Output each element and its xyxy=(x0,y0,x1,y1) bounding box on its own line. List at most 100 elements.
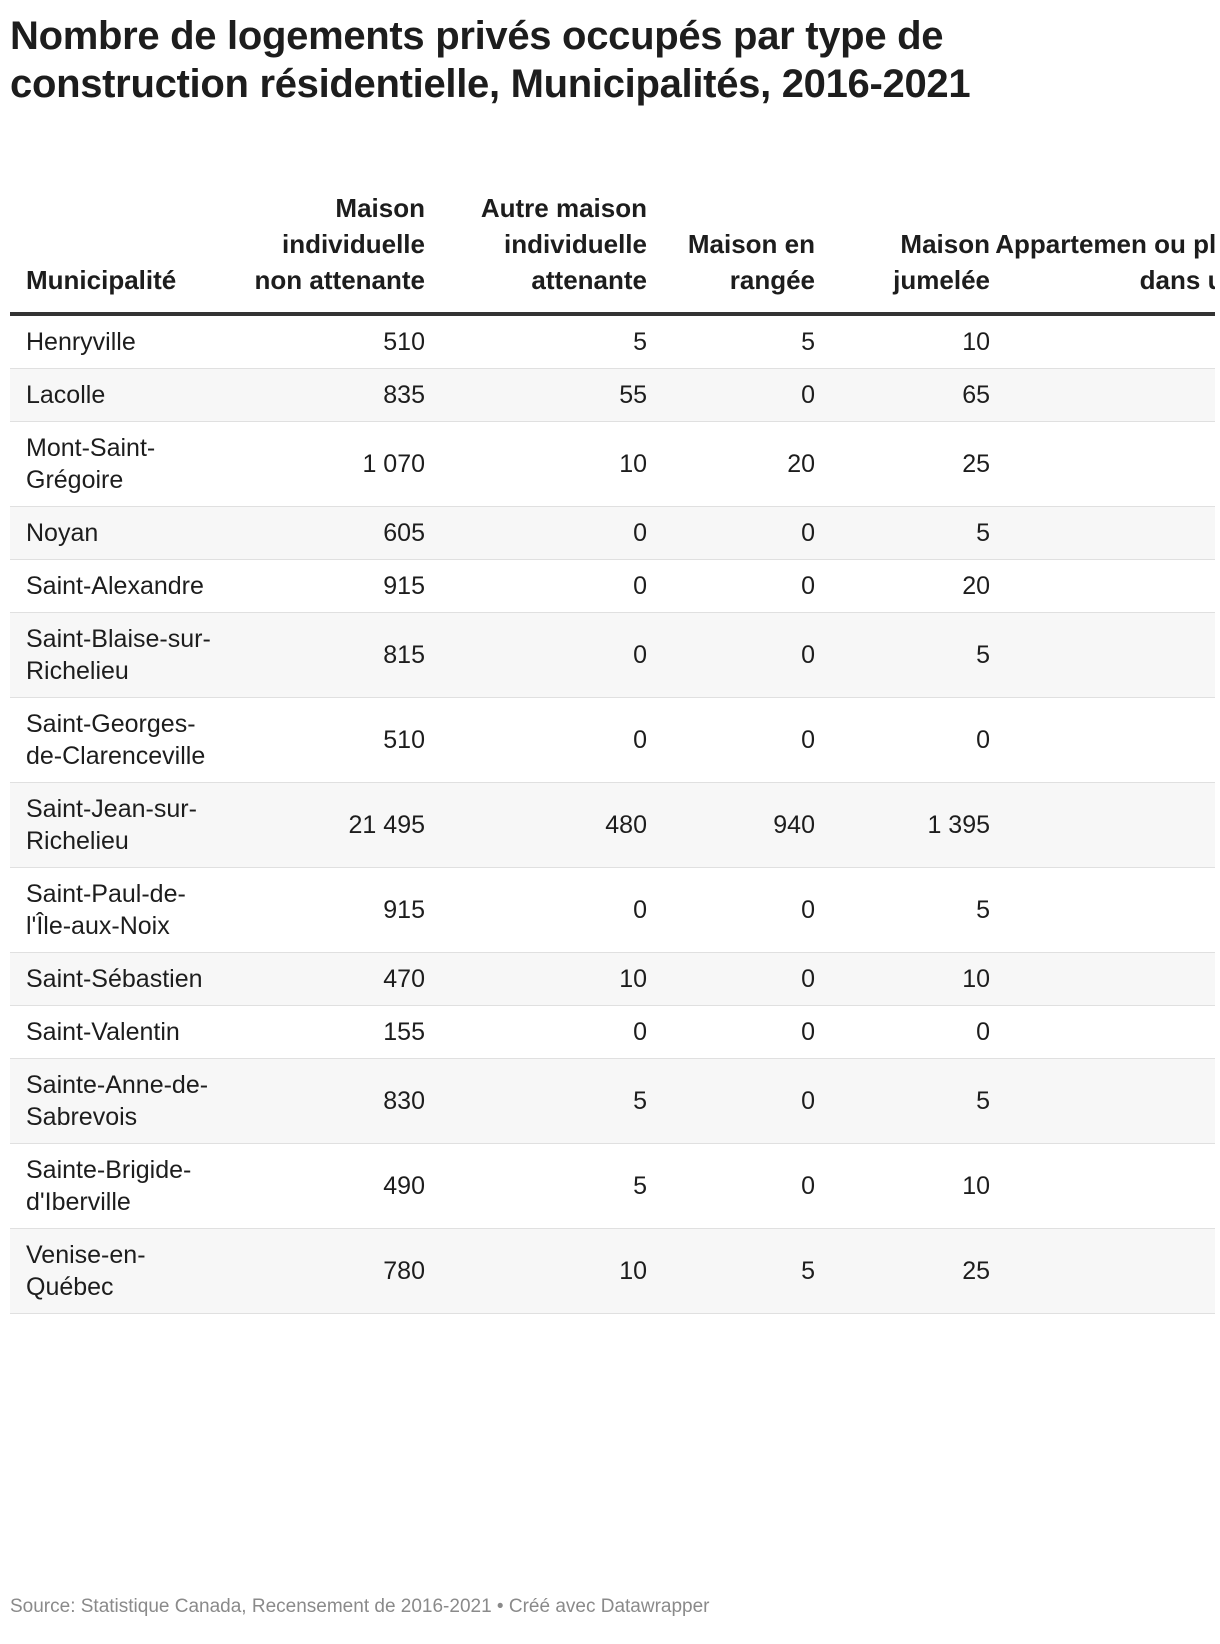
value-cell: 65 xyxy=(815,368,990,422)
value-cell: 1 xyxy=(990,1143,1215,1229)
municipality-cell: Saint-Jean-sur-Richelieu xyxy=(10,782,240,868)
table-row: Saint-Georges-de-Clarenceville5100001 xyxy=(10,697,1215,783)
value-cell: 5 xyxy=(815,867,990,953)
value-cell: 1 96 xyxy=(990,782,1215,868)
value-cell: 1 070 xyxy=(240,421,425,507)
value-cell: 0 xyxy=(425,697,647,783)
value-cell: 10 xyxy=(425,952,647,1006)
municipality-cell: Mont-Saint-Grégoire xyxy=(10,421,240,507)
value-cell: 480 xyxy=(425,782,647,868)
value-cell: 940 xyxy=(647,782,815,868)
value-cell: 0 xyxy=(647,952,815,1006)
table-row: Saint-Blaise-sur-Richelieu8150051 xyxy=(10,612,1215,698)
value-cell: 0 xyxy=(647,1143,815,1229)
data-table: Municipalité Maison individuelle non atte… xyxy=(10,190,1215,1314)
value-cell: 5 xyxy=(647,1228,815,1314)
value-cell: 25 xyxy=(815,1228,990,1314)
value-cell xyxy=(990,1228,1215,1314)
value-cell: 10 xyxy=(425,421,647,507)
value-cell xyxy=(990,506,1215,560)
table-row: Sainte-Brigide-d'Iberville49050101 xyxy=(10,1143,1215,1229)
column-header: Autre maison individuelle attenante xyxy=(425,190,647,316)
value-cell: 0 xyxy=(425,559,647,613)
value-cell: 470 xyxy=(240,952,425,1006)
value-cell: 0 xyxy=(647,368,815,422)
header-row: Municipalité Maison individuelle non atte… xyxy=(10,190,1215,316)
value-cell: 5 xyxy=(815,506,990,560)
value-cell: 20 xyxy=(647,421,815,507)
table-row: Saint-Alexandre91500202 xyxy=(10,559,1215,613)
value-cell: 10 xyxy=(425,1228,647,1314)
table-viewport: Municipalité Maison individuelle non atte… xyxy=(10,190,1215,1314)
column-header: Municipalité xyxy=(10,190,240,316)
municipality-cell: Venise-en-Québec xyxy=(10,1228,240,1314)
value-cell: 5 xyxy=(647,314,815,369)
municipality-cell: Saint-Blaise-sur-Richelieu xyxy=(10,612,240,698)
table-row: Saint-Jean-sur-Richelieu 21 495 480 940 1 39… xyxy=(10,782,1215,868)
value-cell: 815 xyxy=(240,612,425,698)
municipality-cell: Saint-Sébastien xyxy=(10,952,240,1006)
value-cell: 780 xyxy=(240,1228,425,1314)
source-note: Source: Statistique Canada, Recensement … xyxy=(10,1596,710,1617)
column-header: Maison jumelée xyxy=(815,190,990,316)
table-body: Henryville51055102Lacolle835550658Mont-S… xyxy=(10,314,1215,1314)
value-cell: 0 xyxy=(815,697,990,783)
value-cell: 0 xyxy=(425,1005,647,1059)
municipality-cell: Saint-Alexandre xyxy=(10,559,240,613)
value-cell: 830 xyxy=(240,1058,425,1144)
value-cell: 0 xyxy=(425,612,647,698)
value-cell: 0 xyxy=(647,697,815,783)
value-cell: 55 xyxy=(425,368,647,422)
value-cell: 915 xyxy=(240,867,425,953)
value-cell: 835 xyxy=(240,368,425,422)
column-header: Appartemen ou plain-pie dans u duple xyxy=(990,190,1215,316)
table-row: Noyan 605 0 0 5 xyxy=(10,506,1215,560)
value-cell: 5 xyxy=(425,1143,647,1229)
value-cell: 510 xyxy=(240,314,425,369)
value-cell: 0 xyxy=(647,867,815,953)
value-cell: 0 xyxy=(647,1058,815,1144)
value-cell: 8 xyxy=(990,368,1215,422)
municipality-cell: Saint-Paul-de-l'Île-aux-Noix xyxy=(10,867,240,953)
value-cell: 1 395 xyxy=(815,782,990,868)
value-cell: 5 xyxy=(425,1058,647,1144)
value-cell xyxy=(990,1005,1215,1059)
table-row: Sainte-Anne-de-Sabrevois8305052 xyxy=(10,1058,1215,1144)
value-cell: 605 xyxy=(240,506,425,560)
value-cell: 1 xyxy=(990,697,1215,783)
value-cell: 0 xyxy=(425,506,647,560)
value-cell: 1 xyxy=(990,421,1215,507)
value-cell: 2 xyxy=(990,314,1215,369)
municipality-cell: Sainte-Brigide-d'Iberville xyxy=(10,1143,240,1229)
table-row: Lacolle835550658 xyxy=(10,368,1215,422)
value-cell: 0 xyxy=(647,506,815,560)
value-cell: 510 xyxy=(240,697,425,783)
table-row: Saint-Valentin 155 0 0 0 xyxy=(10,1005,1215,1059)
value-cell: 2 xyxy=(990,952,1215,1006)
value-cell: 490 xyxy=(240,1143,425,1229)
value-cell xyxy=(990,867,1215,953)
value-cell: 20 xyxy=(815,559,990,613)
value-cell: 5 xyxy=(815,1058,990,1144)
municipality-cell: Saint-Valentin xyxy=(10,1005,240,1059)
table-row: Henryville51055102 xyxy=(10,314,1215,369)
value-cell: 0 xyxy=(815,1005,990,1059)
value-cell: 0 xyxy=(647,559,815,613)
page-title: Nombre de logements privés occupés par t… xyxy=(10,14,971,106)
value-cell: 915 xyxy=(240,559,425,613)
table-row: Venise-en-Québec 780 10 5 25 xyxy=(10,1228,1215,1314)
municipality-cell: Lacolle xyxy=(10,368,240,422)
value-cell: 25 xyxy=(815,421,990,507)
value-cell: 1 xyxy=(990,612,1215,698)
municipality-cell: Henryville xyxy=(10,314,240,369)
value-cell: 5 xyxy=(425,314,647,369)
municipality-cell: Saint-Georges-de-Clarenceville xyxy=(10,697,240,783)
value-cell: 2 xyxy=(990,1058,1215,1144)
column-header: Maison en rangée xyxy=(647,190,815,316)
value-cell: 10 xyxy=(815,952,990,1006)
municipality-cell: Sainte-Anne-de-Sabrevois xyxy=(10,1058,240,1144)
value-cell: 10 xyxy=(815,1143,990,1229)
table-row: Saint-Paul-de-l'Île-aux-Noix 915 0 0 5 xyxy=(10,867,1215,953)
value-cell: 0 xyxy=(647,1005,815,1059)
value-cell: 155 xyxy=(240,1005,425,1059)
